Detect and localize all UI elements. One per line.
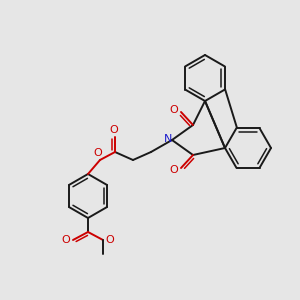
Text: O: O <box>169 105 178 115</box>
Text: O: O <box>169 165 178 175</box>
Text: O: O <box>61 235 70 245</box>
Text: O: O <box>110 125 118 135</box>
Text: N: N <box>164 134 172 144</box>
Text: O: O <box>94 148 102 158</box>
Text: O: O <box>106 235 114 245</box>
